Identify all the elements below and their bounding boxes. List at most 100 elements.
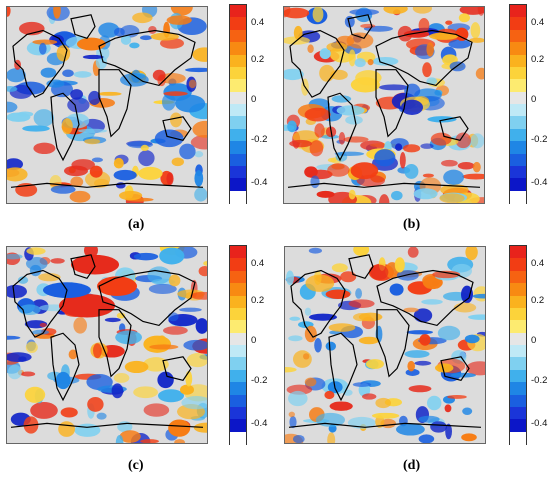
anomaly-patch — [50, 185, 76, 194]
anomaly-patch — [69, 190, 91, 203]
coastline — [287, 182, 481, 188]
anomaly-patch — [60, 407, 78, 418]
anomaly-patch — [113, 157, 124, 169]
anomaly-patch — [327, 157, 337, 163]
anomaly-patch — [293, 434, 305, 443]
colorbar-segment — [230, 141, 246, 154]
anomaly-patch — [185, 370, 193, 387]
colorbar-segment — [230, 54, 246, 68]
anomaly-patch — [396, 270, 419, 281]
anomaly-patch — [375, 397, 391, 409]
anomaly-patch — [293, 350, 312, 368]
anomaly-patch — [319, 48, 331, 60]
anomaly-patch — [304, 307, 312, 316]
anomaly-patch — [162, 93, 176, 111]
anomaly-patch — [314, 123, 325, 138]
anomaly-patch — [68, 349, 78, 360]
anomaly-patch — [340, 271, 357, 283]
anomaly-field — [7, 7, 207, 203]
anomaly-patch — [17, 276, 29, 284]
anomaly-patch — [430, 132, 452, 146]
anomaly-patch — [183, 339, 207, 351]
anomaly-patch — [98, 22, 120, 38]
anomaly-patch — [426, 77, 438, 85]
coastline — [70, 254, 96, 280]
anomaly-patch — [468, 314, 485, 320]
anomaly-patch — [158, 389, 184, 403]
colorbar-segment — [230, 258, 246, 272]
anomaly-patch — [30, 402, 58, 419]
anomaly-patch — [461, 433, 477, 442]
anomaly-patch — [430, 421, 447, 433]
anomaly-patch — [286, 270, 294, 286]
anomaly-patch — [39, 322, 47, 328]
anomaly-patch — [181, 395, 207, 410]
colorbar-d — [509, 245, 527, 445]
anomaly-patch — [143, 403, 170, 417]
colorbar-segment — [230, 153, 246, 167]
anomaly-patch — [7, 101, 18, 113]
coastline — [376, 269, 474, 327]
anomaly-patch — [331, 95, 352, 103]
colorbar-segment — [230, 419, 246, 433]
anomaly-patch — [308, 247, 322, 254]
colorbar-segment — [510, 258, 526, 272]
anomaly-patch — [327, 163, 350, 177]
anomaly-patch — [420, 143, 434, 149]
colorbar-tick-label: 0.4 — [251, 16, 265, 28]
anomaly-patch — [163, 91, 188, 96]
anomaly-patch — [77, 37, 106, 51]
anomaly-patch — [40, 67, 57, 78]
anomaly-patch — [84, 138, 101, 145]
colorbar-tick-label: 0.2 — [531, 54, 545, 66]
anomaly-patch — [160, 37, 184, 49]
anomaly-patch — [113, 373, 130, 383]
anomaly-patch — [353, 313, 372, 322]
colorbar-segment — [230, 17, 246, 31]
panel-label-a: (a) — [128, 217, 145, 232]
coastline — [50, 332, 80, 402]
colorbar-segment — [230, 128, 246, 142]
anomaly-patch — [140, 35, 152, 41]
anomaly-patch — [119, 430, 141, 443]
anomaly-patch — [304, 107, 331, 122]
anomaly-patch — [422, 173, 434, 178]
anomaly-patch — [186, 353, 207, 368]
anomaly-patch — [194, 187, 207, 202]
anomaly-patch — [353, 247, 370, 257]
anomaly-patch — [96, 412, 107, 420]
anomaly-patch — [366, 359, 384, 369]
colorbar-segment — [510, 320, 526, 334]
anomaly-patch — [348, 299, 375, 308]
anomaly-patch — [445, 20, 453, 25]
anomaly-patch — [293, 25, 303, 40]
anomaly-patch — [413, 188, 438, 200]
anomaly-patch — [190, 291, 207, 300]
anomaly-patch — [124, 360, 149, 374]
anomaly-patch — [354, 58, 366, 68]
anomaly-patch — [7, 158, 23, 171]
coastline — [347, 14, 373, 40]
colorbar-c — [229, 245, 247, 445]
colorbar-segment — [510, 116, 526, 130]
anomaly-patch — [405, 368, 420, 376]
anomaly-patch — [104, 317, 121, 323]
anomaly-patch — [22, 125, 50, 132]
anomaly-patch — [61, 118, 73, 135]
coastline — [12, 269, 68, 338]
anomaly-patch — [140, 144, 149, 152]
anomaly-patch — [459, 7, 484, 15]
colorbar-tick-label: -0.4 — [531, 177, 548, 189]
colorbar-segment — [230, 165, 246, 179]
anomaly-patch — [422, 62, 432, 78]
anomaly-patch — [7, 85, 18, 92]
colorbar-segment — [230, 369, 246, 383]
anomaly-patch — [73, 317, 87, 334]
coastline — [440, 356, 470, 381]
colorbar-tick-label: 0 — [531, 94, 537, 106]
anomaly-patch — [74, 423, 101, 437]
anomaly-patch — [87, 396, 104, 412]
anomaly-patch — [194, 170, 204, 187]
anomaly-patch — [33, 109, 54, 127]
colorbar-a — [229, 4, 247, 204]
